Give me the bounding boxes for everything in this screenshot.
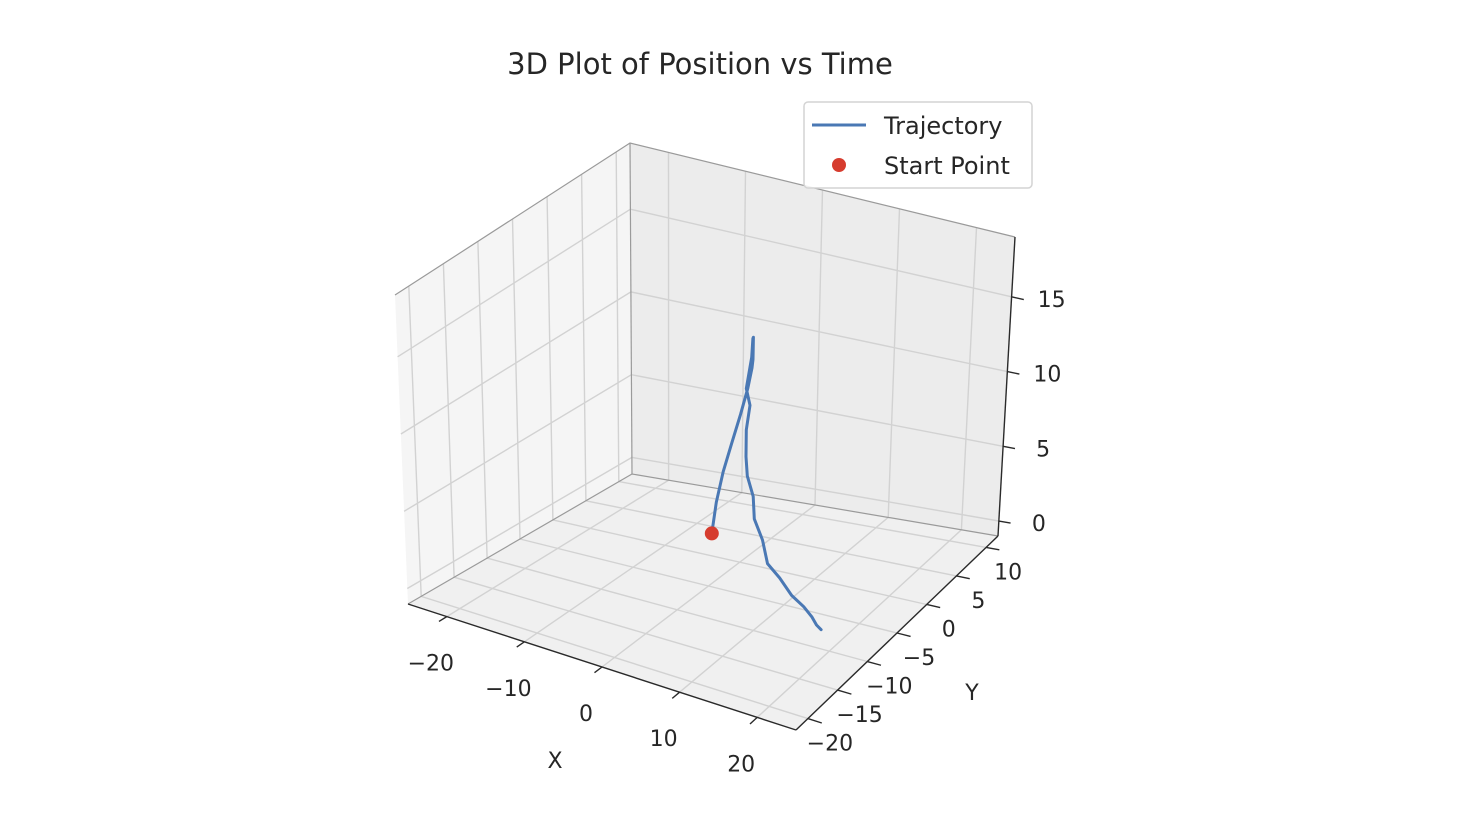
z-tick-mark (1002, 445, 1016, 450)
x-tick-label: −10 (485, 677, 531, 702)
x-tick-mark (671, 691, 681, 699)
z-tick-label: 15 (1038, 288, 1066, 313)
x-tick-label: 20 (727, 752, 755, 777)
x-tick-mark (516, 641, 525, 648)
y-tick-mark (956, 575, 970, 580)
data-layer (704, 335, 823, 632)
pane-left (395, 143, 632, 604)
x-tick-mark (438, 616, 448, 623)
y-tick-label: 10 (994, 560, 1022, 585)
x-tick-label: 10 (650, 727, 678, 752)
z-tick-mark (1011, 296, 1024, 301)
z-tick-label: 0 (1032, 512, 1046, 537)
x-tick-mark (594, 666, 603, 674)
y-tick-label: −10 (866, 675, 912, 700)
y-tick-mark (926, 603, 941, 609)
y-tick-mark (807, 717, 823, 724)
pane-edge-corner (629, 142, 633, 475)
legend-trajectory-label: Trajectory (883, 112, 1003, 140)
y-tick-mark (896, 632, 911, 638)
z-tick-label: 5 (1036, 437, 1050, 462)
z-tick-mark (998, 520, 1011, 524)
y-tick-label: −5 (903, 646, 935, 671)
trajectory-line (710, 335, 823, 632)
x-tick-label: −20 (408, 652, 454, 677)
x-tick-mark (749, 716, 758, 725)
x-axis-label: X (547, 749, 562, 774)
y-tick-mark (985, 546, 1000, 551)
legend[interactable]: Trajectory Start Point (803, 101, 1033, 189)
y-tick-label: 0 (942, 617, 956, 642)
chart-title: 3D Plot of Position vs Time (507, 47, 893, 81)
z-axis-line (997, 236, 1016, 537)
pane-right (630, 143, 1015, 536)
x-tick-label: 0 (579, 702, 593, 727)
y-tick-mark (867, 660, 882, 666)
pane-floor (408, 474, 998, 730)
legend-start-point-label: Start Point (884, 152, 1010, 180)
y-tick-label: −20 (807, 732, 853, 757)
y-tick-label: 5 (971, 589, 985, 614)
z-tick-mark (1007, 370, 1020, 375)
y-axis-label: Y (964, 681, 979, 706)
z-tick-label: 10 (1033, 363, 1061, 388)
axes-panes (395, 143, 1015, 730)
y-tick-label: −15 (836, 703, 882, 728)
start-point-marker (704, 526, 719, 541)
y-tick-mark (837, 689, 852, 695)
legend-start-point-swatch (832, 158, 846, 172)
